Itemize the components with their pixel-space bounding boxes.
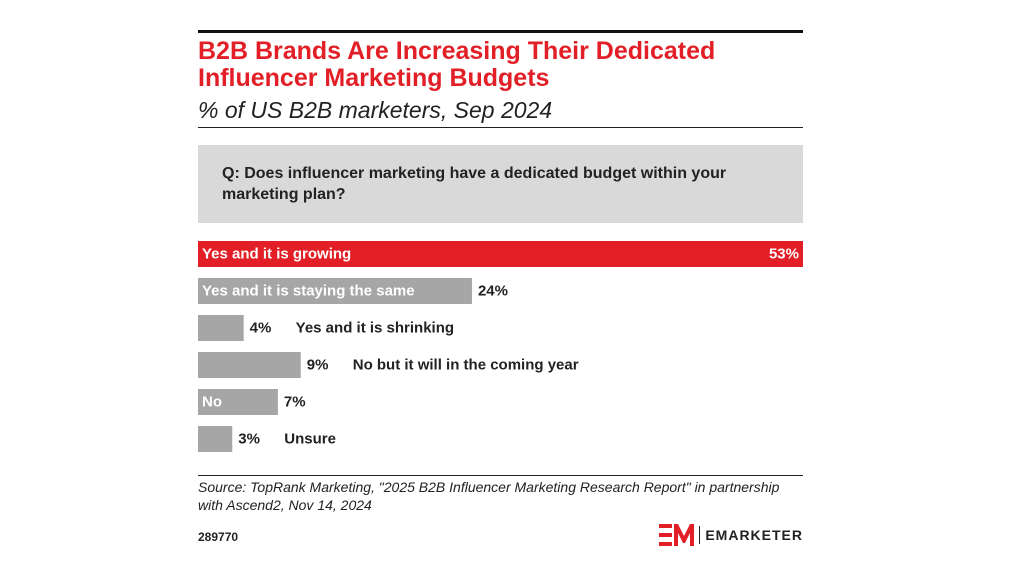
value-label: 9% [307, 357, 329, 374]
source-divider [198, 475, 803, 476]
bar [198, 389, 278, 415]
brand-separator [699, 526, 701, 544]
bar [198, 278, 472, 304]
question-box: Q: Does influencer marketing have a dedi… [198, 145, 803, 223]
bar-chart-svg: Yes and it is growing 53% Yes and it is st… [198, 241, 803, 452]
category-label: Unsure [284, 431, 336, 448]
value-label: 24% [478, 283, 508, 300]
category-label: Yes and it is growing [202, 246, 351, 263]
bar [198, 426, 233, 452]
category-label: Yes and it is staying the same [202, 283, 415, 300]
value-label: 4% [250, 320, 272, 337]
brand-name: EMARKETER [705, 527, 803, 543]
value-label: 3% [238, 431, 260, 448]
em-logo-icon [659, 524, 695, 546]
brand-lockup: EMARKETER [659, 523, 803, 547]
chart-id: 289770 [198, 530, 239, 544]
title-divider [198, 127, 803, 128]
chart-card: B2B Brands Are Increasing Their Dedicate… [198, 30, 803, 550]
question-text: Q: Does influencer marketing have a dedi… [222, 165, 727, 203]
chart-subtitle: % of US B2B marketers, Sep 2024 [198, 97, 553, 123]
category-label: Yes and it is shrinking [296, 320, 454, 337]
source-note: Source: TopRank Marketing, "2025 B2B Inf… [198, 479, 780, 513]
category-label: No [202, 394, 222, 411]
category-label: No but it will in the coming year [353, 357, 579, 374]
value-label: 7% [284, 394, 306, 411]
value-label: 53% [769, 246, 799, 263]
bar [198, 241, 803, 267]
bar [198, 352, 301, 378]
top-rule [198, 30, 803, 33]
bar-chart: Yes and it is growing 53% Yes and it is st… [198, 241, 803, 471]
bar [198, 315, 244, 341]
chart-title: B2B Brands Are Increasing Their Dedicate… [198, 37, 716, 92]
